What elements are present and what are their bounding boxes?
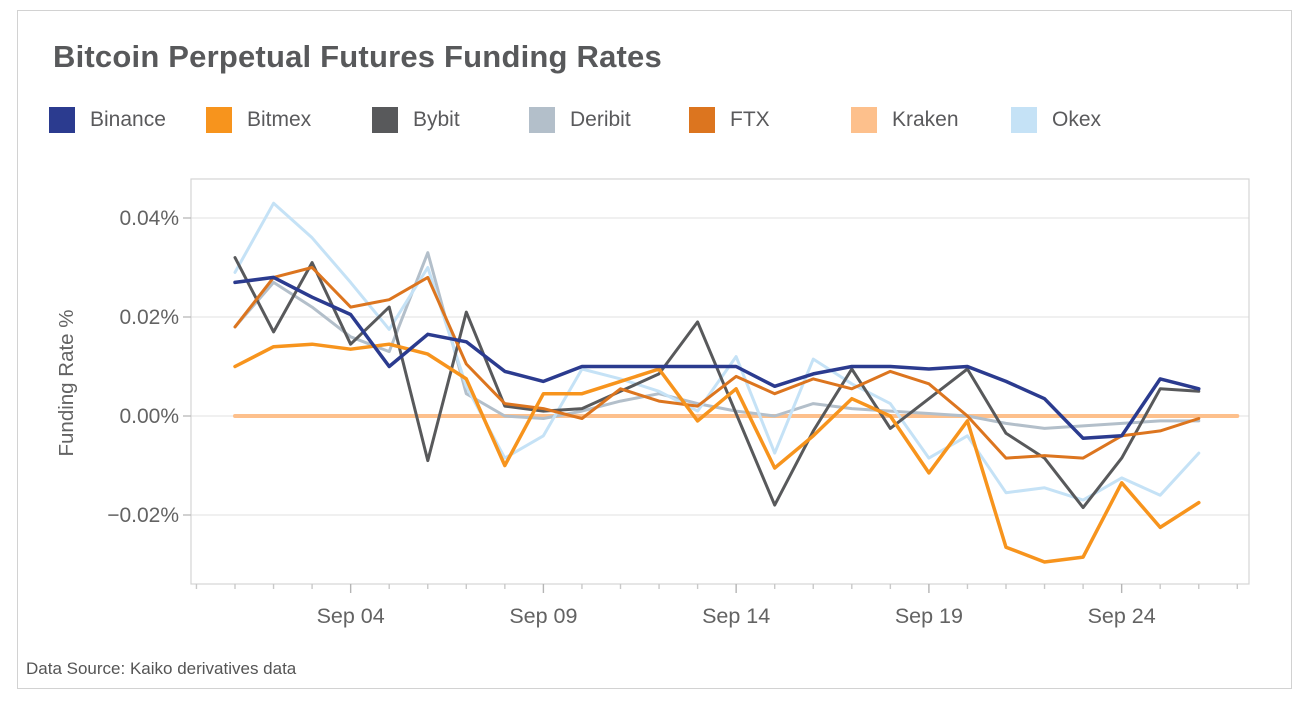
data-source-note: Data Source: Kaiko derivatives data [26, 659, 297, 678]
chart-line-okex [233, 201, 1201, 502]
legend-swatch-okex [1011, 107, 1037, 133]
plot-border [190, 178, 1250, 585]
x-tick-label: Sep 09 [509, 604, 577, 628]
chart-card: Bitcoin Perpetual Futures Funding Rates … [17, 10, 1292, 689]
legend-item-bybit: Bybit [372, 107, 460, 133]
x-tick-label: Sep 24 [1088, 604, 1156, 628]
legend-item-deribit: Deribit [529, 107, 631, 133]
legend-label: Bybit [413, 108, 460, 131]
x-tick-label: Sep 04 [317, 604, 385, 628]
y-tick-label: 0.04% [119, 207, 179, 230]
legend-label: FTX [730, 108, 770, 131]
chart-line-deribit [233, 251, 1201, 430]
y-tick-label: 0.00% [119, 405, 179, 428]
legend-item-bitmex: Bitmex [206, 107, 311, 133]
y-axis-title: Funding Rate % [55, 309, 78, 456]
legend-swatch-ftx [689, 107, 715, 133]
legend-label: Okex [1052, 108, 1102, 131]
legend-swatch-kraken [851, 107, 877, 133]
legend-item-kraken: Kraken [851, 107, 959, 133]
legend-swatch-binance [49, 107, 75, 133]
chart-line-bitmex [233, 342, 1201, 564]
chart-line-ftx [233, 266, 1201, 460]
y-tick-label: −0.02% [107, 504, 179, 527]
legend-item-ftx: FTX [689, 107, 770, 133]
legend-label: Deribit [570, 108, 631, 131]
chart-title: Bitcoin Perpetual Futures Funding Rates [53, 39, 662, 74]
legend-label: Bitmex [247, 108, 312, 131]
legend-label: Kraken [892, 108, 959, 131]
x-tick-label: Sep 19 [895, 604, 963, 628]
legend-label: Binance [90, 108, 166, 131]
x-tick-label: Sep 14 [702, 604, 770, 628]
y-tick-label: 0.02% [119, 306, 179, 329]
legend-swatch-deribit [529, 107, 555, 133]
legend-swatch-bybit [372, 107, 398, 133]
legend-item-okex: Okex [1011, 107, 1101, 133]
legend-item-binance: Binance [49, 107, 166, 133]
chart-line-binance [233, 275, 1201, 441]
legend-swatch-bitmex [206, 107, 232, 133]
chart-svg: 0.04% 0.02% 0.00% −0.02% Sep 04 Sep 09 Sep 14 S… [55, 178, 1250, 628]
